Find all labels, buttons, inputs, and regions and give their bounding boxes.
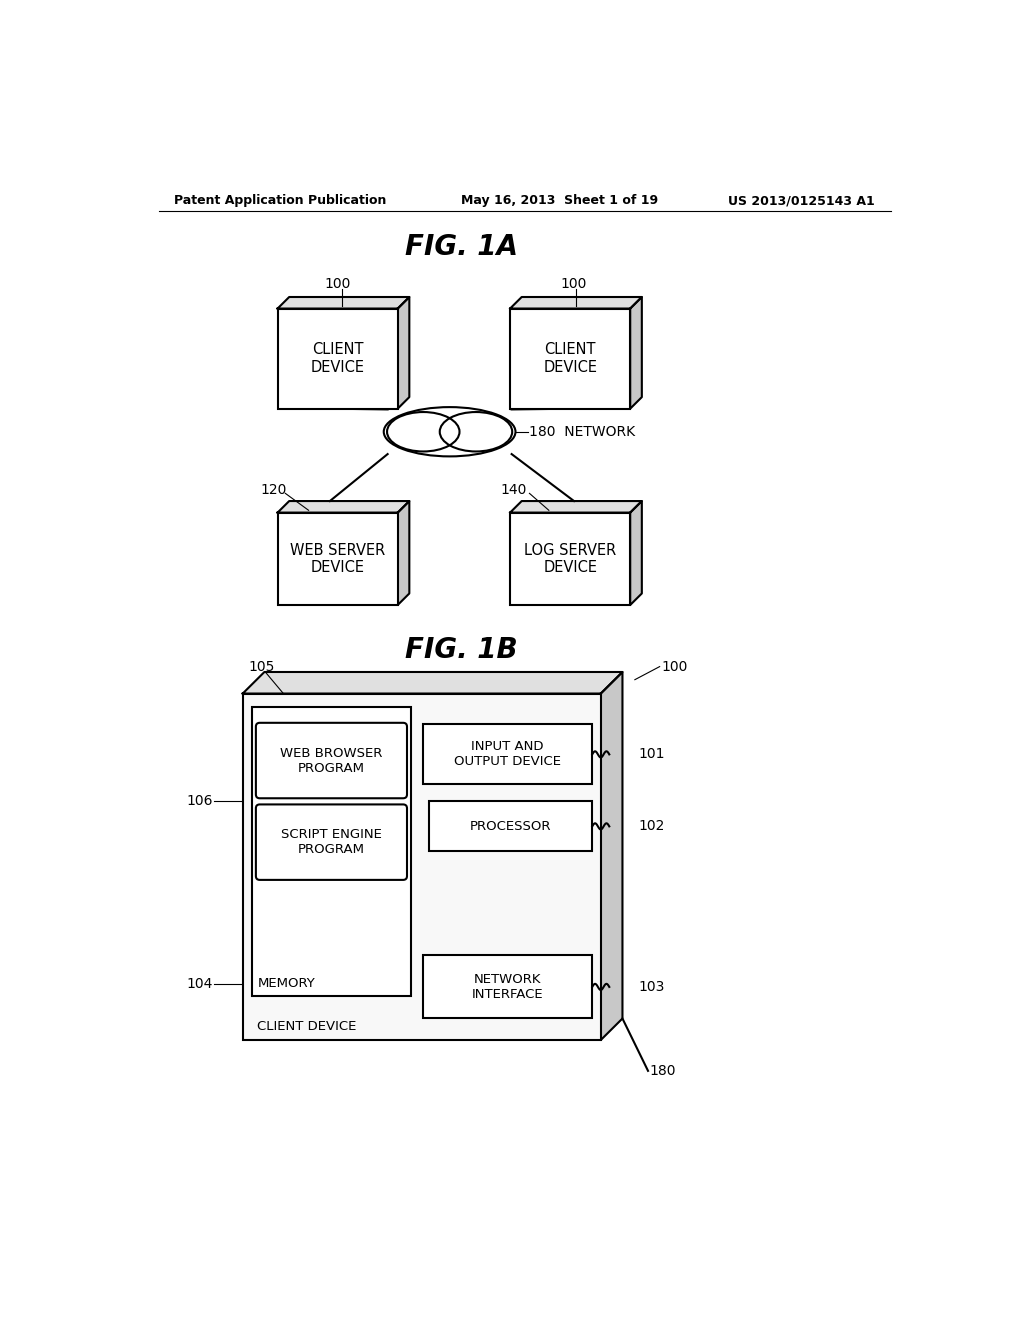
Bar	[510, 512, 630, 605]
Text: 100: 100	[662, 660, 687, 673]
Bar	[278, 512, 397, 605]
Text: US 2013/0125143 A1: US 2013/0125143 A1	[728, 194, 876, 207]
Polygon shape	[630, 502, 642, 605]
Text: 180: 180	[649, 1064, 676, 1078]
Bar	[423, 725, 592, 784]
Ellipse shape	[384, 407, 515, 457]
Text: 101: 101	[638, 747, 665, 762]
Text: FIG. 1A: FIG. 1A	[404, 232, 518, 261]
Polygon shape	[630, 297, 642, 409]
Polygon shape	[397, 502, 410, 605]
Text: 103: 103	[638, 979, 665, 994]
Text: FIG. 1B: FIG. 1B	[404, 636, 517, 664]
Text: 140: 140	[501, 483, 527, 496]
Text: SCRIPT ENGINE
PROGRAM: SCRIPT ENGINE PROGRAM	[281, 828, 382, 857]
Text: CLIENT
DEVICE: CLIENT DEVICE	[543, 342, 597, 375]
Text: WEB SERVER
DEVICE: WEB SERVER DEVICE	[290, 543, 385, 576]
Bar	[243, 693, 601, 1040]
Text: PROCESSOR: PROCESSOR	[470, 820, 551, 833]
Text: INPUT AND
OUTPUT DEVICE: INPUT AND OUTPUT DEVICE	[454, 741, 561, 768]
FancyBboxPatch shape	[256, 723, 407, 799]
Bar	[252, 708, 411, 997]
Text: 104: 104	[187, 977, 213, 991]
Text: 120: 120	[260, 483, 287, 496]
Text: 180  NETWORK: 180 NETWORK	[529, 425, 636, 438]
Polygon shape	[510, 297, 642, 309]
Text: Patent Application Publication: Patent Application Publication	[174, 194, 387, 207]
Text: CLIENT DEVICE: CLIENT DEVICE	[257, 1019, 356, 1032]
Bar	[278, 309, 397, 409]
Polygon shape	[278, 502, 410, 512]
Bar	[423, 956, 592, 1019]
Text: 100: 100	[561, 277, 587, 290]
Text: 102: 102	[638, 820, 665, 833]
Text: 106: 106	[186, 795, 213, 808]
Text: 105: 105	[249, 660, 275, 673]
FancyBboxPatch shape	[256, 804, 407, 880]
Bar	[510, 309, 630, 409]
Polygon shape	[397, 297, 410, 409]
Text: 100: 100	[325, 277, 351, 290]
Text: WEB BROWSER
PROGRAM: WEB BROWSER PROGRAM	[281, 747, 383, 775]
Polygon shape	[243, 672, 623, 693]
Text: MEMORY: MEMORY	[258, 977, 316, 990]
Polygon shape	[601, 672, 623, 1040]
Polygon shape	[278, 297, 410, 309]
Text: May 16, 2013  Sheet 1 of 19: May 16, 2013 Sheet 1 of 19	[461, 194, 658, 207]
Text: CLIENT
DEVICE: CLIENT DEVICE	[310, 342, 365, 375]
Polygon shape	[510, 502, 642, 512]
Text: LOG SERVER
DEVICE: LOG SERVER DEVICE	[524, 543, 616, 576]
Bar	[429, 801, 592, 851]
Text: NETWORK
INTERFACE: NETWORK INTERFACE	[471, 973, 543, 1001]
